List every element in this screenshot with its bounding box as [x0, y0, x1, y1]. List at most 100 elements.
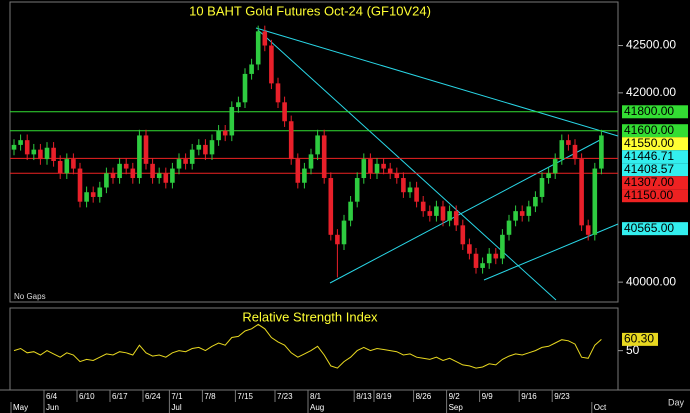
- level-label: 40565.00: [624, 221, 674, 235]
- y-tick-label: 40000.00: [626, 274, 676, 288]
- x-tick-label: 9/2: [449, 392, 461, 401]
- level-label: 41600.00: [624, 123, 674, 137]
- candle-body: [130, 168, 136, 179]
- candle-body: [335, 234, 340, 245]
- candle-body: [44, 147, 50, 160]
- level-label: 41550.00: [624, 136, 674, 150]
- candle-body: [203, 144, 208, 155]
- rsi-last-label: 60.30: [624, 332, 654, 346]
- rsi-title: Relative Strength Index: [242, 309, 378, 324]
- level-label: 41446.71: [624, 149, 674, 163]
- level-label-box: [622, 163, 688, 177]
- candle-body: [104, 173, 109, 188]
- level-label-box: [622, 189, 688, 203]
- candle-body: [526, 206, 532, 216]
- candle-body: [275, 83, 281, 103]
- candle-body: [368, 159, 373, 174]
- candle-body: [143, 135, 149, 164]
- candle-body: [546, 173, 551, 179]
- level-label: 41307.00: [624, 175, 674, 189]
- candle-body: [420, 201, 426, 212]
- candles: [11, 25, 604, 278]
- candle-body: [579, 159, 584, 226]
- candle-body: [427, 211, 433, 216]
- candle-body: [117, 163, 122, 179]
- candle-body: [84, 192, 89, 202]
- level-label-box: [622, 124, 688, 138]
- level-label-box: [622, 105, 688, 119]
- candle-body: [401, 178, 406, 193]
- candle-body: [354, 178, 360, 202]
- candle-body: [394, 173, 400, 179]
- level-label: 41800.00: [624, 104, 674, 118]
- candle-body: [407, 187, 413, 193]
- trendline: [257, 29, 557, 301]
- candle-body: [189, 149, 195, 164]
- level-label-box: [622, 176, 688, 190]
- candle-body: [64, 159, 70, 174]
- month-label: May: [13, 403, 28, 412]
- x-tick-label: 8/26: [416, 392, 432, 401]
- x-tick-label: 7/15: [237, 392, 253, 401]
- candle-body: [110, 173, 116, 179]
- candle-body: [123, 163, 129, 169]
- x-tick-label: 9/23: [554, 392, 570, 401]
- level-label: 41150.00: [624, 188, 673, 202]
- candle-body: [513, 211, 518, 221]
- candle-body: [38, 149, 43, 160]
- candle-body: [414, 187, 419, 202]
- candle-body: [559, 140, 565, 160]
- candle-body: [493, 253, 499, 259]
- candle-body: [196, 144, 202, 150]
- candle-body: [229, 107, 235, 136]
- candle-body: [18, 140, 23, 145]
- candle-body: [236, 102, 241, 108]
- candle-body: [170, 168, 175, 183]
- chart-title: 10 BAHT Gold Futures Oct-24 (GF10V24): [189, 3, 431, 18]
- rsi-line: [13, 323, 602, 369]
- x-tick-label: 9/9: [482, 392, 494, 401]
- candle-body: [249, 64, 254, 74]
- candle-body: [434, 206, 439, 216]
- candle-body: [447, 211, 452, 221]
- x-tick-label: 6/24: [145, 392, 161, 401]
- candle-body: [90, 192, 96, 197]
- candle-body: [585, 225, 591, 235]
- y-tick-label: 42500.00: [626, 38, 676, 52]
- candle-body: [440, 206, 446, 221]
- candle-body: [572, 144, 578, 160]
- x-tick-label: 7/1: [171, 392, 183, 401]
- candle-body: [242, 73, 248, 103]
- candle-body: [31, 149, 37, 155]
- candle-body: [295, 159, 301, 183]
- candle-body: [71, 159, 76, 169]
- x-tick-label: 7/23: [277, 392, 293, 401]
- candle-body: [97, 187, 103, 197]
- level-label-box: [622, 150, 688, 164]
- candle-body: [566, 140, 571, 145]
- candle-body: [163, 173, 169, 183]
- candle-body: [486, 253, 492, 264]
- candle-body: [500, 234, 505, 259]
- level-label-box: [622, 222, 688, 236]
- candle-body: [480, 263, 485, 268]
- candle-body: [341, 220, 347, 245]
- candle-body: [374, 163, 380, 174]
- rsi-tick-label: 50: [626, 343, 640, 357]
- x-tick-label: 9/16: [521, 392, 537, 401]
- candle-body: [11, 144, 17, 150]
- candle-body: [519, 211, 525, 216]
- candle-body: [533, 196, 538, 207]
- candle-body: [315, 135, 320, 155]
- candle-body: [288, 121, 294, 160]
- level-label: 41408.57: [624, 162, 674, 176]
- candle-body: [255, 31, 261, 65]
- x-tick-label: 6/4: [46, 392, 58, 401]
- x-tick-label: 6/17: [112, 392, 128, 401]
- candle-body: [216, 130, 221, 141]
- x-unit: Day: [668, 397, 685, 407]
- candle-body: [176, 159, 182, 169]
- level-label-box: [622, 137, 688, 151]
